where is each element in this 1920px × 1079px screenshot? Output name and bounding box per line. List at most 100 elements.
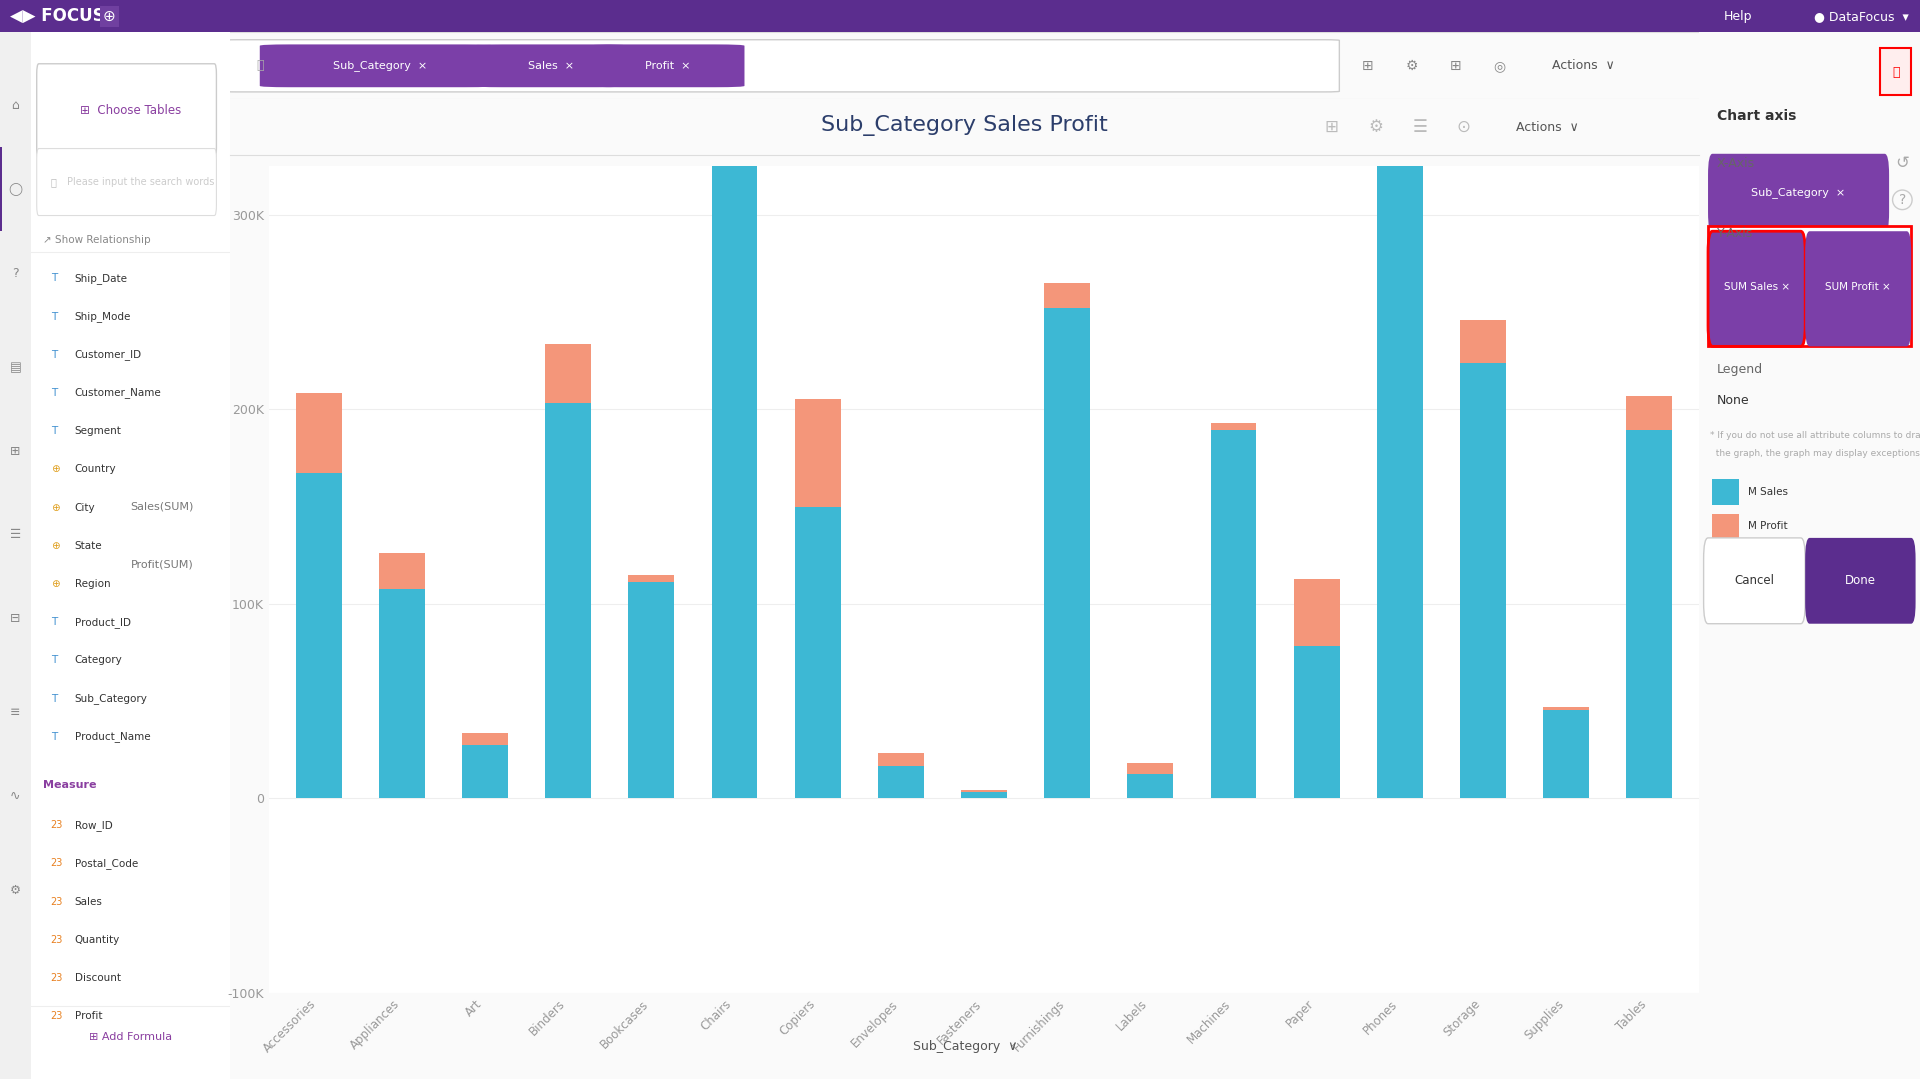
Bar: [1127, 774, 1173, 798]
Text: T: T: [50, 655, 58, 666]
Text: M Sales: M Sales: [1747, 487, 1788, 496]
Text: ⊞: ⊞: [10, 445, 21, 457]
Text: ?: ?: [1899, 193, 1907, 207]
Text: ≡: ≡: [10, 706, 21, 720]
Text: ⚙: ⚙: [1369, 119, 1384, 136]
Bar: [378, 554, 424, 589]
Text: ☰: ☰: [10, 529, 21, 542]
Text: SUM Sales ×: SUM Sales ×: [1724, 282, 1789, 291]
Text: Country: Country: [75, 464, 117, 475]
Text: Sub_Category Sales Profit: Sub_Category Sales Profit: [822, 115, 1108, 136]
Text: Sales  ×: Sales ×: [528, 60, 574, 71]
Text: None: None: [1716, 394, 1749, 407]
Bar: [296, 473, 342, 798]
Text: Sub_Category  ×: Sub_Category ×: [1751, 187, 1845, 197]
Text: Ship_Date: Ship_Date: [75, 273, 127, 284]
Text: ⊕: ⊕: [50, 464, 60, 475]
Text: Done: Done: [1845, 574, 1876, 587]
Text: ⊕: ⊕: [50, 503, 60, 513]
Bar: [628, 575, 674, 582]
Bar: [1880, 49, 1910, 95]
Text: Row_ID: Row_ID: [75, 820, 113, 831]
Text: ● DataFocus  ▾: ● DataFocus ▾: [1814, 10, 1908, 23]
Text: Profit: Profit: [75, 1011, 102, 1021]
Bar: [1459, 363, 1505, 798]
Text: Please input the search words: Please input the search words: [67, 177, 213, 187]
FancyBboxPatch shape: [259, 44, 495, 87]
Text: Region: Region: [75, 579, 109, 589]
Text: ⊞: ⊞: [1361, 59, 1373, 72]
Text: ⊞: ⊞: [1325, 119, 1338, 136]
Text: ∿: ∿: [10, 790, 21, 803]
Text: Sales: Sales: [75, 897, 102, 906]
Text: SUM Profit ×: SUM Profit ×: [1826, 282, 1891, 291]
Bar: [1713, 514, 1740, 540]
Text: ◀▶ FOCUS: ◀▶ FOCUS: [10, 8, 104, 25]
Bar: [877, 766, 924, 798]
Bar: [545, 402, 591, 798]
Text: Segment: Segment: [75, 426, 121, 436]
Text: T: T: [50, 312, 58, 322]
Text: T: T: [50, 617, 58, 627]
Text: Chart axis: Chart axis: [1716, 109, 1797, 123]
FancyBboxPatch shape: [1703, 538, 1805, 624]
Text: Cancel: Cancel: [1734, 574, 1774, 587]
Text: Postal_Code: Postal_Code: [75, 858, 138, 869]
Text: 🔍: 🔍: [50, 177, 56, 187]
Bar: [1212, 431, 1256, 798]
Bar: [1044, 283, 1091, 309]
Bar: [1544, 708, 1590, 710]
Bar: [463, 746, 509, 798]
FancyBboxPatch shape: [1709, 231, 1805, 346]
Text: T: T: [50, 350, 58, 359]
Text: Quantity: Quantity: [75, 934, 119, 945]
Text: Product_ID: Product_ID: [75, 617, 131, 628]
Text: Category: Category: [75, 655, 123, 666]
Text: Customer_Name: Customer_Name: [75, 387, 161, 398]
Text: ↗ Show Relationship: ↗ Show Relationship: [42, 234, 150, 245]
Text: ⌂: ⌂: [12, 99, 19, 112]
Text: ◯: ◯: [8, 182, 23, 196]
Text: 23: 23: [50, 859, 63, 869]
Text: Customer_ID: Customer_ID: [75, 350, 142, 360]
Bar: [1377, 156, 1423, 798]
Bar: [962, 792, 1006, 798]
Bar: [0, 148, 2, 231]
Bar: [1212, 423, 1256, 431]
Bar: [1294, 579, 1340, 645]
FancyBboxPatch shape: [1709, 154, 1889, 233]
Text: ⊞: ⊞: [1450, 59, 1461, 72]
Text: ⊕: ⊕: [104, 9, 115, 24]
Text: ☰: ☰: [1413, 119, 1428, 136]
Text: T: T: [50, 426, 58, 436]
Text: ?: ?: [12, 267, 19, 279]
Text: Profit  ×: Profit ×: [645, 60, 691, 71]
Text: ⊕: ⊕: [50, 541, 60, 550]
Text: ⚙: ⚙: [1405, 59, 1419, 72]
Text: ⊞ Add Formula: ⊞ Add Formula: [88, 1033, 173, 1042]
Text: ⊙: ⊙: [1457, 119, 1471, 136]
Text: ⊞  Choose Tables: ⊞ Choose Tables: [81, 105, 180, 118]
Bar: [962, 791, 1006, 792]
Text: 23: 23: [50, 820, 63, 830]
Text: T: T: [50, 732, 58, 741]
Text: Sub_Category: Sub_Category: [75, 693, 148, 704]
Text: City: City: [75, 503, 96, 513]
Text: 📈: 📈: [1891, 66, 1899, 79]
Text: ⊕: ⊕: [50, 579, 60, 589]
Text: Measure: Measure: [42, 780, 96, 791]
Text: Profit(SUM): Profit(SUM): [131, 560, 194, 570]
Text: ◎: ◎: [1494, 59, 1505, 72]
Bar: [1459, 320, 1505, 363]
Text: Sub_Category  ∨: Sub_Category ∨: [912, 1040, 1018, 1053]
Bar: [545, 344, 591, 402]
Text: T: T: [50, 694, 58, 704]
Text: Y-Axis: Y-Axis: [1716, 227, 1753, 240]
Text: State: State: [75, 541, 102, 550]
Text: ⚙: ⚙: [10, 884, 21, 897]
Text: X-Axis: X-Axis: [1716, 156, 1755, 169]
Text: 23: 23: [50, 1011, 63, 1021]
Text: T: T: [50, 273, 58, 284]
Text: ▤: ▤: [10, 360, 21, 373]
FancyBboxPatch shape: [36, 149, 217, 216]
